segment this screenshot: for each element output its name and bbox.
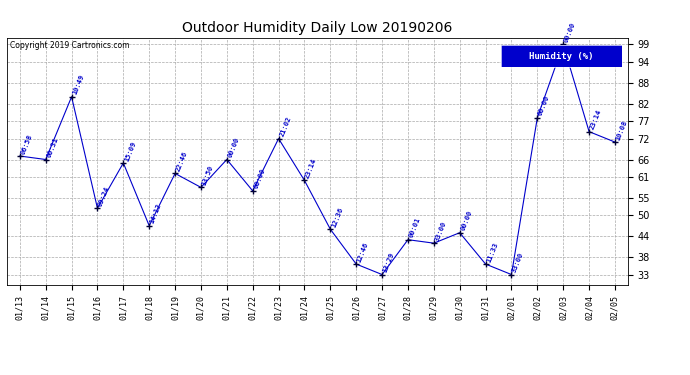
Text: 09:24: 09:24 [97,185,111,207]
Text: 33:00: 33:00 [511,252,525,273]
Text: 13:29: 13:29 [382,252,395,273]
Text: 00:01: 00:01 [408,217,422,238]
Title: Outdoor Humidity Daily Low 20190206: Outdoor Humidity Daily Low 20190206 [182,21,453,35]
Text: 21:02: 21:02 [279,116,292,138]
Text: 00:31: 00:31 [46,136,59,159]
Text: 12:36: 12:36 [331,206,344,228]
Text: Copyright 2019 Cartronics.com: Copyright 2019 Cartronics.com [10,41,130,50]
Text: 11:33: 11:33 [486,241,499,263]
Text: 06:58: 06:58 [20,133,33,155]
Text: 10:08: 10:08 [615,119,629,141]
Text: 14:12: 14:12 [149,203,163,225]
Text: 13:50: 13:50 [201,164,215,186]
Text: 15:09: 15:09 [124,140,137,162]
Text: 00:00: 00:00 [227,136,240,159]
Text: 23:14: 23:14 [589,109,602,130]
Text: 12:46: 12:46 [356,241,370,263]
Text: 00:00: 00:00 [460,210,473,232]
Text: 23:14: 23:14 [304,158,318,179]
Text: 22:46: 22:46 [175,150,188,172]
Text: 00:00: 00:00 [563,21,577,44]
Text: 00:00: 00:00 [538,94,551,117]
Text: 10:49: 10:49 [72,74,85,96]
Text: 33:00: 33:00 [434,220,447,242]
Text: 00:00: 00:00 [253,168,266,190]
